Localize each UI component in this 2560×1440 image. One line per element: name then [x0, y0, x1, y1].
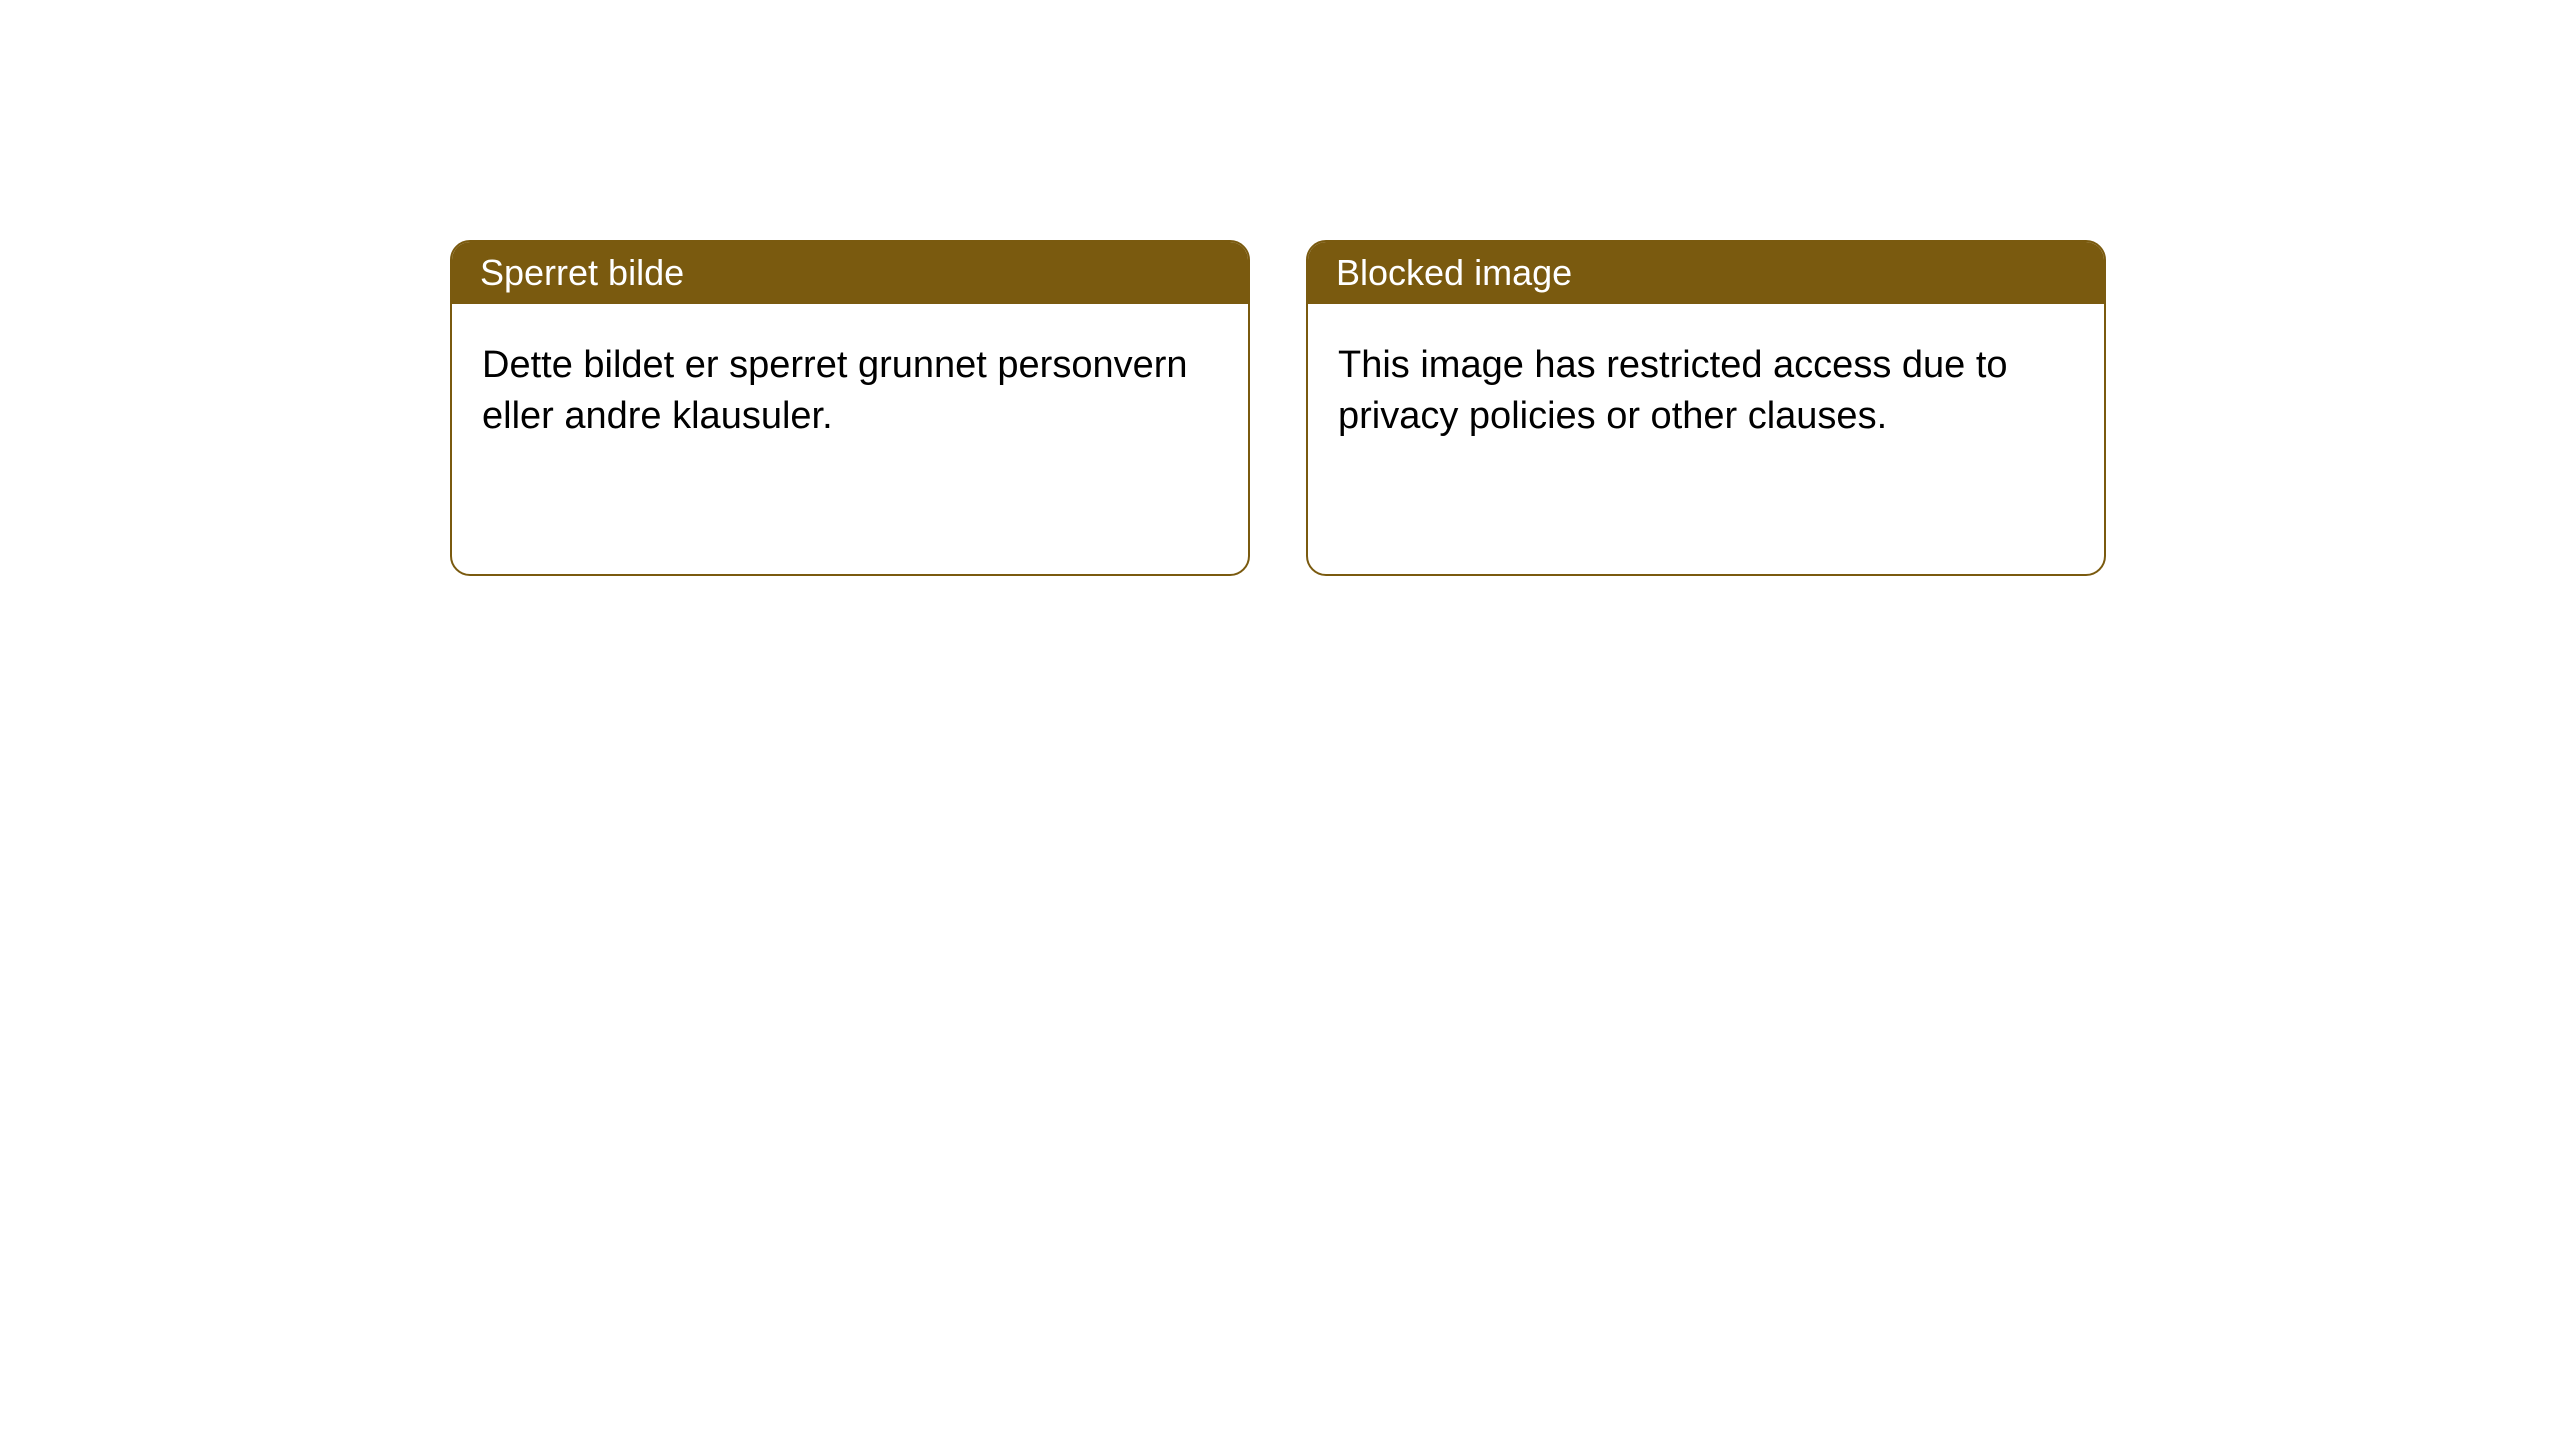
notice-card-no: Sperret bilde Dette bildet er sperret gr…: [450, 240, 1250, 576]
card-header-en: Blocked image: [1308, 242, 2104, 304]
card-header-no: Sperret bilde: [452, 242, 1248, 304]
card-title-en: Blocked image: [1336, 252, 1572, 293]
notice-container: Sperret bilde Dette bildet er sperret gr…: [0, 0, 2560, 576]
card-title-no: Sperret bilde: [480, 252, 684, 293]
card-body-en: This image has restricted access due to …: [1308, 304, 2104, 479]
card-text-en: This image has restricted access due to …: [1338, 344, 2008, 437]
card-body-no: Dette bildet er sperret grunnet personve…: [452, 304, 1248, 479]
card-text-no: Dette bildet er sperret grunnet personve…: [482, 344, 1188, 437]
notice-card-en: Blocked image This image has restricted …: [1306, 240, 2106, 576]
